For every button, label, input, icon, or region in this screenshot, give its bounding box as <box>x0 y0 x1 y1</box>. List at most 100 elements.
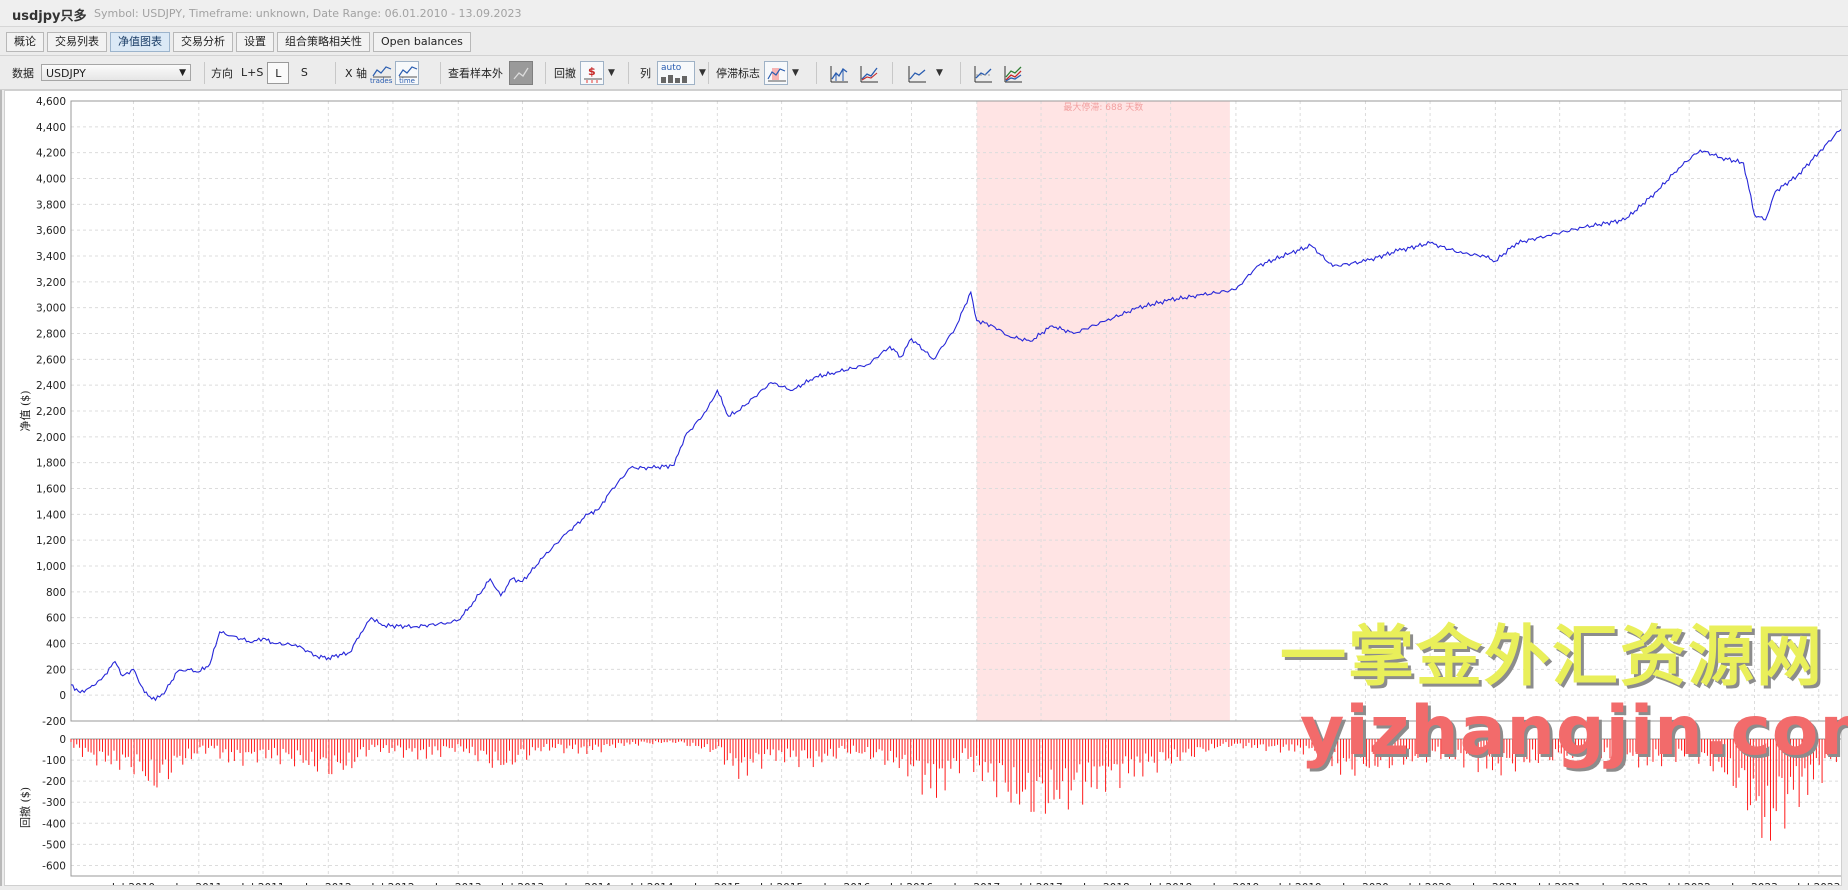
columns-label: 列 <box>640 66 651 80</box>
multi-series-button[interactable] <box>1000 61 1024 85</box>
equity-y-axis-title: 净值 ($) <box>18 390 32 431</box>
equity-y-tick: -200 <box>42 716 66 728</box>
chart-toolbar: 数据 USDJPY ▼ 方向 L+S L S X 轴 trades time 查… <box>0 55 1848 90</box>
tab-trade-analysis[interactable]: 交易分析 <box>173 32 233 52</box>
x-tick-label: Jan-2016 <box>823 882 871 885</box>
svg-text:$: $ <box>588 65 596 78</box>
equity-y-tick: 1,400 <box>36 509 66 521</box>
x-tick-label: Jul-2011 <box>240 882 284 885</box>
stagnation-mode-button[interactable] <box>764 60 788 85</box>
tab-settings[interactable]: 设置 <box>236 32 274 52</box>
drawdown-y-tick: -200 <box>42 776 66 788</box>
equity-y-tick: 2,400 <box>36 380 66 392</box>
x-tick-label: Jul-2014 <box>629 882 673 885</box>
equity-y-tick: 2,000 <box>36 432 66 444</box>
line-chart-button[interactable] <box>904 61 928 85</box>
direction-short-toggle[interactable]: S <box>300 65 308 79</box>
equity-y-tick: 3,600 <box>36 225 66 237</box>
x-tick-label: Jul-2022 <box>1667 882 1711 885</box>
data-label: 数据 <box>12 66 34 80</box>
xaxis-time-button[interactable]: time <box>395 60 420 85</box>
toolbar-divider <box>892 62 893 84</box>
chevron-down-icon[interactable]: ▼ <box>699 67 706 78</box>
x-tick-label: Jul-2020 <box>1407 882 1451 885</box>
trades-axis-icon <box>372 65 392 77</box>
direction-long-toggle[interactable]: L <box>267 61 290 84</box>
x-tick-label: Jan-2012 <box>304 882 352 885</box>
equity-y-tick: 1,200 <box>36 535 66 547</box>
out-of-sample-toggle[interactable] <box>509 60 533 85</box>
equity-y-tick: 3,000 <box>36 303 66 315</box>
equity-y-tick: 200 <box>46 664 66 676</box>
chevron-down-icon: ▼ <box>179 68 186 78</box>
equity-curve-button[interactable] <box>856 61 880 85</box>
data-select-value: USDJPY <box>46 67 86 80</box>
x-tick-label: Jan-2018 <box>1082 882 1130 885</box>
equity-chart[interactable]: 最大停滞: 688 天数 -200 0 200 400 600 800 1,000 1,200 1… <box>5 91 1841 885</box>
columns-mode-button[interactable]: auto <box>657 60 695 85</box>
title-bar: usdjpy只多 Symbol: USDJPY, Timeframe: unkn… <box>0 0 1848 27</box>
columns-bars-icon <box>661 74 687 83</box>
strategy-name: usdjpy只多 <box>12 9 87 24</box>
chevron-down-icon[interactable]: ▼ <box>792 67 799 78</box>
equity-y-tick: 3,200 <box>36 277 66 289</box>
xaxis-trades-button[interactable]: trades <box>369 61 393 85</box>
time-axis-icon <box>398 65 418 77</box>
dollar-drawdown-icon: $ <box>584 65 602 83</box>
x-tick-label: Jan-2017 <box>952 882 1000 885</box>
equity-y-tick: 4,600 <box>36 96 66 108</box>
tab-overview[interactable]: 概论 <box>6 32 44 52</box>
drawdown-y-tick: -300 <box>42 797 66 809</box>
toolbar-divider <box>335 62 336 84</box>
tab-trade-list[interactable]: 交易列表 <box>47 32 107 52</box>
stagnation-label: 停滞标志 <box>716 66 760 80</box>
compare-button[interactable] <box>970 61 994 85</box>
equity-curve-icon <box>860 65 878 82</box>
x-tick-label: Jul-2021 <box>1537 882 1581 885</box>
drawdown-y-tick: 0 <box>59 734 66 746</box>
x-tick-label: Jan-2021 <box>1471 882 1519 885</box>
out-of-sample-label: 查看样本外 <box>448 66 503 80</box>
drawdown-y-tick: -100 <box>42 755 66 767</box>
x-tick-label: Jan-2015 <box>693 882 741 885</box>
drawdown-y-tick: -600 <box>42 860 66 872</box>
equity-y-tick: 2,600 <box>36 354 66 366</box>
toolbar-divider <box>628 62 629 84</box>
xaxis-label: X 轴 <box>345 66 368 80</box>
strategy-info: Symbol: USDJPY, Timeframe: unknown, Date… <box>94 7 522 20</box>
multi-series-icon <box>1004 65 1022 82</box>
watermark-domain: yizhangjin.com <box>1300 692 1848 771</box>
stagnation-label: 最大停滞: 688 天数 <box>1063 101 1143 113</box>
direction-ls-toggle[interactable]: L+S <box>241 66 264 79</box>
line-chart-icon <box>908 65 926 82</box>
equity-y-tick: 800 <box>46 587 66 599</box>
tab-equity-chart[interactable]: 净值图表 <box>110 32 170 52</box>
tab-open-balances[interactable]: Open balances <box>373 32 471 52</box>
drawdown-plot-frame <box>70 738 1841 877</box>
equity-y-tick: 0 <box>59 690 66 702</box>
x-tick-label: Jan-2011 <box>174 882 222 885</box>
x-tick-label: Jul-2017 <box>1018 882 1062 885</box>
window-left-edge <box>0 90 2 886</box>
chevron-down-icon[interactable]: ▼ <box>608 67 615 78</box>
toolbar-divider <box>960 62 961 84</box>
watermark-chinese: 一掌金外汇资源网 <box>1280 618 1824 695</box>
equity-y-tick: 1,800 <box>36 458 66 470</box>
drawdown-y-tick: -500 <box>42 839 66 851</box>
toolbar-divider <box>440 62 441 84</box>
equity-y-tick: 1,600 <box>36 484 66 496</box>
x-tick-label: Jul-2015 <box>759 882 803 885</box>
x-tick-label: Jul-2016 <box>889 882 933 885</box>
equity-lines-button[interactable] <box>826 61 850 85</box>
tab-portfolio-correlation[interactable]: 组合策略相关性 <box>277 32 370 52</box>
equity-y-tick: 3,800 <box>36 199 66 211</box>
equity-y-tick: 2,800 <box>36 329 66 341</box>
equity-y-tick: 4,200 <box>36 148 66 160</box>
drawdown-mode-button[interactable]: $ <box>580 60 604 85</box>
x-tick-label: Jul-2019 <box>1278 882 1322 885</box>
data-select[interactable]: USDJPY ▼ <box>41 64 191 81</box>
chevron-down-icon[interactable]: ▼ <box>936 67 943 78</box>
tab-bar: 概论 交易列表 净值图表 交易分析 设置 组合策略相关性 Open balanc… <box>6 32 474 52</box>
x-tick-label: Jan-2014 <box>563 882 611 885</box>
direction-label: 方向 <box>211 66 233 80</box>
